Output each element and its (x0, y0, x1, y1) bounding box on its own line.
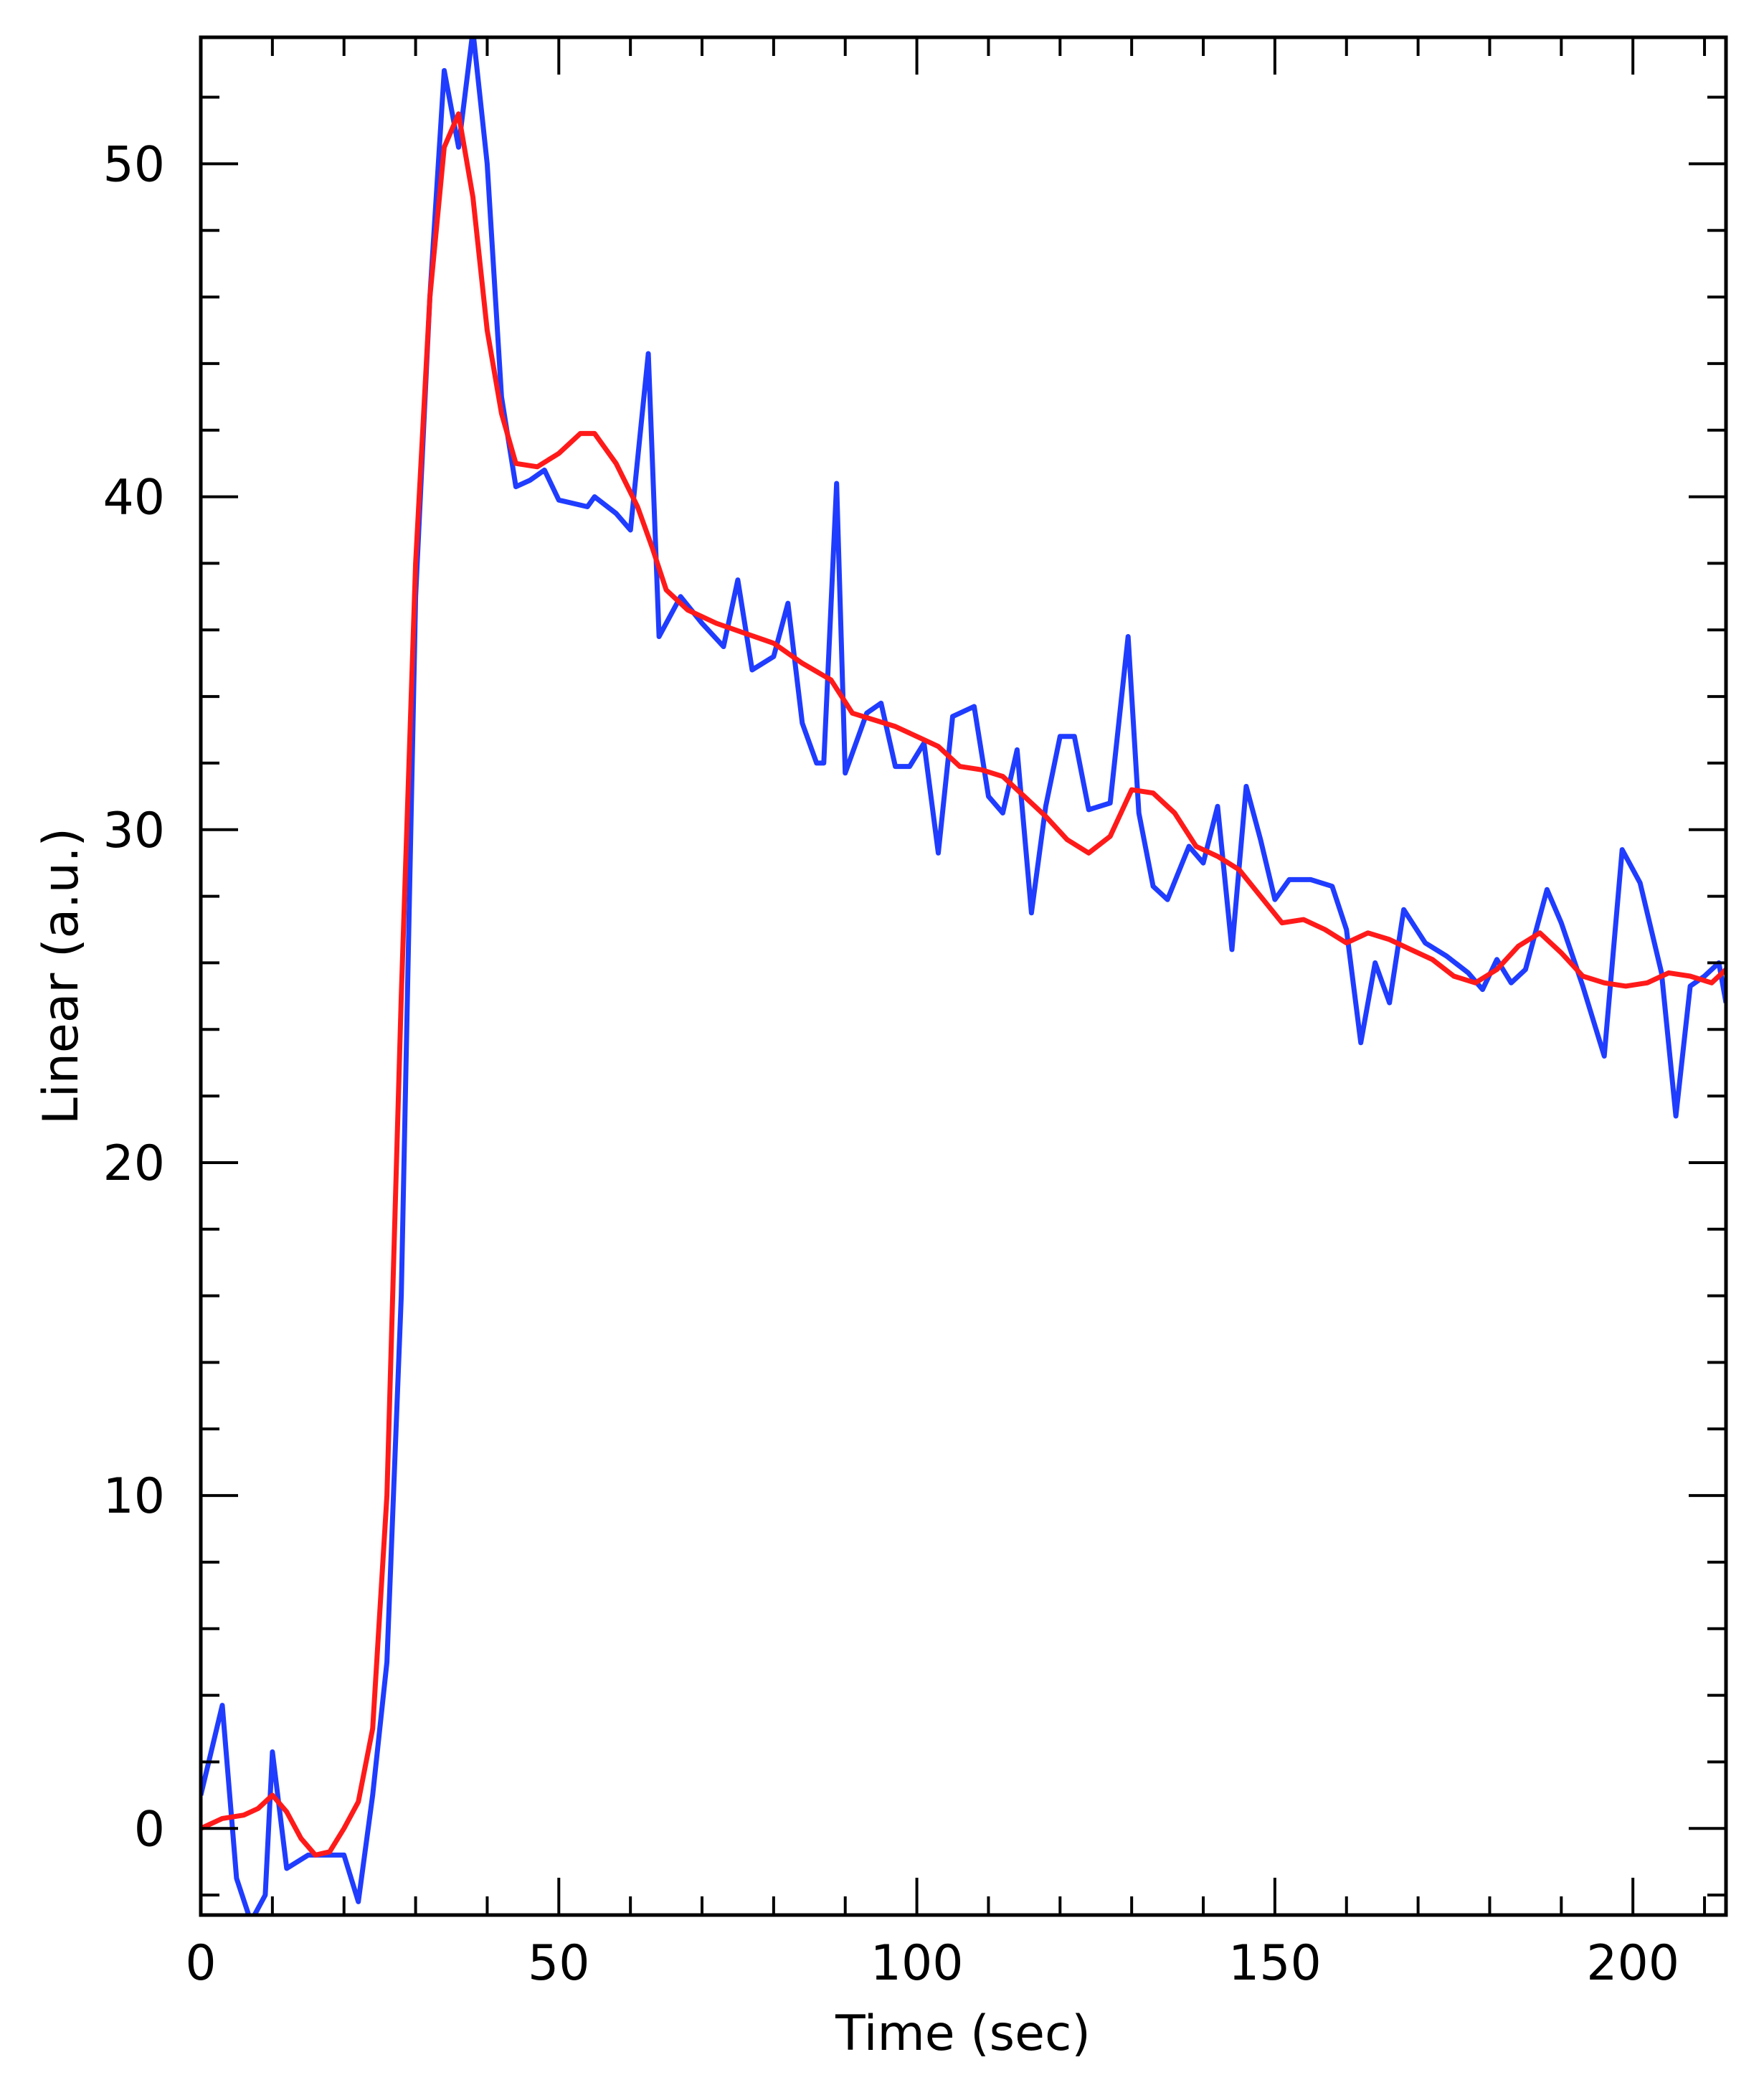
y-tick-label: 20 (103, 1135, 165, 1192)
y-axis-label: Linear (a.u.) (33, 828, 90, 1125)
y-tick-label: 0 (134, 1801, 165, 1858)
x-tick-label: 50 (528, 1935, 590, 1992)
x-tick-label: 100 (871, 1935, 964, 1992)
x-axis-label: Time (sec) (835, 2005, 1091, 2062)
y-tick-label: 40 (103, 470, 165, 526)
y-tick-label: 50 (103, 136, 165, 193)
x-tick-label: 200 (1586, 1935, 1679, 1992)
x-tick-label: 150 (1228, 1935, 1322, 1992)
data-line (201, 111, 1726, 1858)
data-line (201, 37, 1726, 1915)
y-tick-label: 30 (103, 803, 165, 859)
y-tick-label: 10 (103, 1468, 165, 1525)
x-tick-label: 0 (185, 1935, 216, 1992)
plot-frame (199, 35, 1728, 1917)
